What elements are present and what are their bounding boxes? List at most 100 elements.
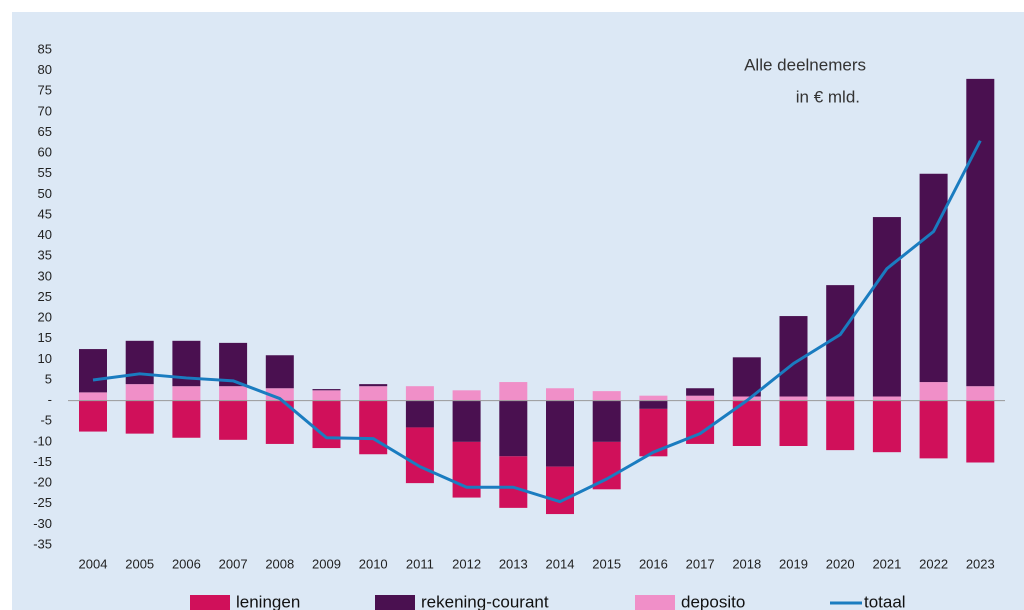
x-tick-label: 2015 (592, 556, 621, 571)
bar (219, 400, 248, 440)
x-tick-label: 2016 (639, 556, 668, 571)
y-tick-label: -10 (33, 433, 52, 448)
annotation: in € mld. (796, 87, 860, 106)
bar (172, 400, 201, 438)
bar (452, 441, 481, 498)
bar (125, 340, 154, 385)
bar (125, 384, 154, 401)
bar (79, 392, 107, 401)
chart-background (12, 12, 1024, 610)
y-tick-label: 55 (38, 165, 52, 180)
bar (219, 386, 248, 401)
bar (732, 357, 761, 397)
x-tick-label: 2008 (265, 556, 294, 571)
legend-label: leningen (236, 592, 300, 610)
bar (592, 441, 621, 490)
bar (546, 466, 574, 515)
bar (499, 382, 528, 401)
bar (966, 386, 995, 401)
x-tick-label: 2020 (826, 556, 855, 571)
x-tick-label: 2006 (172, 556, 201, 571)
x-tick-label: 2005 (125, 556, 154, 571)
bar (779, 400, 808, 446)
bar (546, 400, 574, 467)
bar (919, 400, 948, 459)
x-tick-label: 2019 (779, 556, 808, 571)
y-tick-label: -5 (40, 413, 52, 428)
bar (872, 400, 901, 453)
x-tick-label: 2022 (919, 556, 948, 571)
bar (405, 400, 434, 428)
y-tick-label: 30 (38, 268, 52, 283)
y-tick-label: 35 (38, 248, 52, 263)
y-tick-label: 10 (38, 351, 52, 366)
bar (919, 382, 948, 401)
bar (452, 400, 481, 442)
bar (79, 349, 107, 393)
y-tick-label: 40 (38, 227, 52, 242)
bar (359, 384, 388, 387)
y-tick-label: 5 (45, 371, 52, 386)
legend-marker (375, 595, 415, 610)
bar (546, 388, 574, 401)
x-tick-label: 2004 (79, 556, 108, 571)
bar (639, 400, 668, 409)
annotation: Alle deelnemers (744, 55, 866, 74)
y-tick-label: 15 (38, 330, 52, 345)
bar (872, 217, 901, 397)
bar (966, 78, 995, 387)
x-tick-label: 2014 (546, 556, 575, 571)
y-tick-label: -25 (33, 495, 52, 510)
y-tick-label: - (48, 392, 52, 407)
bar (79, 400, 107, 432)
x-tick-label: 2007 (219, 556, 248, 571)
bar (452, 390, 481, 401)
x-tick-label: 2018 (732, 556, 761, 571)
bar (312, 390, 341, 401)
bar (639, 395, 668, 401)
y-tick-label: 80 (38, 62, 52, 77)
x-tick-label: 2023 (966, 556, 995, 571)
y-tick-label: 70 (38, 103, 52, 118)
bar (172, 386, 201, 401)
bar (265, 388, 294, 401)
y-tick-label: 85 (38, 41, 52, 56)
legend-label: deposito (681, 592, 745, 610)
bar (592, 391, 621, 401)
y-tick-label: 75 (38, 83, 52, 98)
y-tick-label: -30 (33, 516, 52, 531)
x-tick-label: 2009 (312, 556, 341, 571)
bar (405, 427, 434, 484)
y-tick-label: -20 (33, 475, 52, 490)
y-tick-label: 65 (38, 124, 52, 139)
y-tick-label: 60 (38, 145, 52, 160)
bar (312, 400, 341, 449)
bar (499, 400, 528, 457)
legend-label: totaal (864, 592, 906, 610)
bar (592, 400, 621, 442)
y-tick-label: 45 (38, 206, 52, 221)
bar (125, 400, 154, 434)
bar (312, 389, 341, 391)
y-tick-label: 50 (38, 186, 52, 201)
y-tick-label: -15 (33, 454, 52, 469)
bar (265, 355, 294, 389)
bar (826, 400, 855, 451)
bar (686, 395, 715, 401)
x-tick-label: 2013 (499, 556, 528, 571)
bar (499, 456, 528, 508)
x-tick-label: 2010 (359, 556, 388, 571)
x-tick-label: 2011 (406, 556, 434, 571)
bar (405, 386, 434, 401)
bar (872, 396, 901, 401)
bar (966, 400, 995, 463)
x-tick-label: 2017 (686, 556, 715, 571)
bar (919, 173, 948, 383)
bar (732, 396, 761, 401)
bar (686, 388, 715, 396)
legend-marker (635, 595, 675, 610)
y-tick-label: 25 (38, 289, 52, 304)
y-tick-label: 20 (38, 310, 52, 325)
